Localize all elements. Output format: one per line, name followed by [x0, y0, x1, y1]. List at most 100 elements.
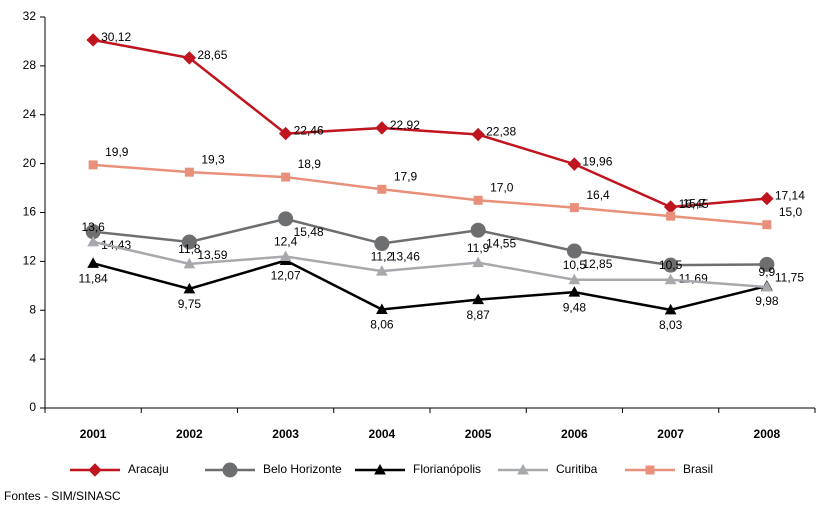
data-label: 17,9 — [394, 169, 418, 183]
legend-item: Brasil — [625, 462, 713, 476]
y-tick-label: 8 — [29, 302, 36, 316]
data-label: 13,46 — [390, 250, 420, 264]
data-label: 19,96 — [582, 154, 612, 168]
data-point — [181, 234, 197, 250]
series-line — [92, 38, 767, 209]
data-label: 10,5 — [563, 258, 587, 272]
data-point — [664, 303, 677, 315]
data-point — [664, 273, 677, 285]
data-label: 9,75 — [178, 297, 202, 311]
y-tick-label: 16 — [23, 205, 37, 219]
y-tick-label: 32 — [23, 9, 37, 23]
x-tick-label: 2007 — [657, 427, 684, 441]
data-point — [278, 126, 293, 141]
data-label: 8,87 — [466, 308, 490, 322]
series-line — [93, 163, 767, 226]
data-point — [470, 222, 486, 238]
data-point — [183, 282, 196, 294]
legend-marker — [645, 465, 655, 475]
data-point — [278, 211, 294, 227]
data-point — [86, 33, 100, 47]
data-point — [375, 121, 389, 135]
data-point — [568, 286, 581, 297]
x-tick-label: 2005 — [465, 427, 492, 441]
source-note: Fontes - SIM/SINASC — [4, 489, 121, 503]
legend-label: Brasil — [683, 462, 713, 476]
data-label: 22,38 — [486, 125, 516, 139]
x-tick-label: 2004 — [369, 427, 396, 441]
data-label: 10,5 — [659, 258, 683, 272]
data-point — [182, 51, 197, 65]
data-label: 11,2 — [371, 249, 394, 263]
legend-marker — [222, 462, 238, 478]
y-tick-label: 4 — [29, 351, 36, 365]
data-label: 13,59 — [197, 248, 227, 262]
x-tick-label: 2003 — [272, 427, 299, 441]
x-tick-label: 2001 — [80, 427, 107, 441]
data-label: 17,0 — [490, 180, 514, 194]
data-label: 13,6 — [81, 220, 105, 234]
y-tick-label: 12 — [23, 254, 37, 268]
y-tick-label: 24 — [23, 107, 37, 121]
y-tick-label: 28 — [23, 58, 37, 72]
data-label: 19,9 — [105, 145, 129, 159]
data-label: 30,12 — [101, 30, 131, 44]
data-point — [376, 303, 388, 315]
data-label: 9,98 — [755, 294, 779, 308]
data-point — [760, 191, 774, 206]
data-point — [376, 265, 388, 276]
series-line — [92, 240, 767, 289]
data-label: 15,48 — [294, 225, 324, 239]
data-point — [566, 243, 582, 259]
legend-item: Curitiba — [498, 462, 598, 476]
legend-item: Aracaju — [70, 462, 169, 477]
data-label: 28,65 — [197, 48, 227, 62]
series-line — [92, 259, 768, 312]
data-label: 14,55 — [486, 236, 516, 250]
legend-label: Belo Horizonte — [263, 462, 342, 476]
data-label: 8,06 — [370, 318, 394, 332]
data-label: 18,9 — [298, 157, 322, 171]
data-point — [471, 127, 485, 142]
data-point — [184, 167, 194, 177]
legend-marker — [517, 463, 529, 475]
data-label: 12,85 — [582, 257, 612, 271]
data-point — [472, 293, 484, 305]
data-point — [761, 281, 773, 292]
data-label: 11,9 — [467, 241, 490, 255]
legend-marker — [374, 463, 386, 475]
data-label: 11,75 — [775, 271, 804, 285]
data-label: 9,9 — [759, 265, 776, 279]
y-tick-label: 20 — [23, 156, 37, 170]
legend-label: Florianópolis — [413, 462, 481, 476]
data-point — [663, 257, 679, 273]
data-point — [567, 157, 582, 171]
data-label: 8,03 — [659, 318, 683, 332]
data-point — [279, 250, 292, 261]
data-point — [569, 203, 579, 213]
data-label: 12,07 — [271, 269, 301, 283]
data-point — [666, 211, 676, 221]
data-point — [472, 256, 484, 268]
series-line — [92, 217, 767, 267]
data-point — [568, 273, 581, 285]
legend-item: Florianópolis — [355, 462, 481, 476]
data-point — [762, 220, 772, 230]
data-point — [473, 195, 483, 205]
data-point — [281, 172, 291, 182]
data-point — [87, 235, 99, 247]
data-point — [88, 160, 98, 170]
legend-label: Aracaju — [128, 462, 169, 476]
data-label: 11,84 — [79, 272, 108, 286]
data-label: 12,4 — [274, 235, 298, 249]
data-label: 22,92 — [390, 118, 420, 132]
data-label: 15,0 — [779, 205, 803, 219]
data-point — [374, 236, 390, 252]
data-label: 11,8 — [178, 242, 201, 256]
x-tick-label: 2008 — [754, 427, 781, 441]
data-label: 22,46 — [294, 124, 324, 138]
data-label: 16,4 — [586, 188, 610, 202]
data-label: 17,14 — [775, 189, 805, 203]
legend-marker — [88, 463, 102, 477]
